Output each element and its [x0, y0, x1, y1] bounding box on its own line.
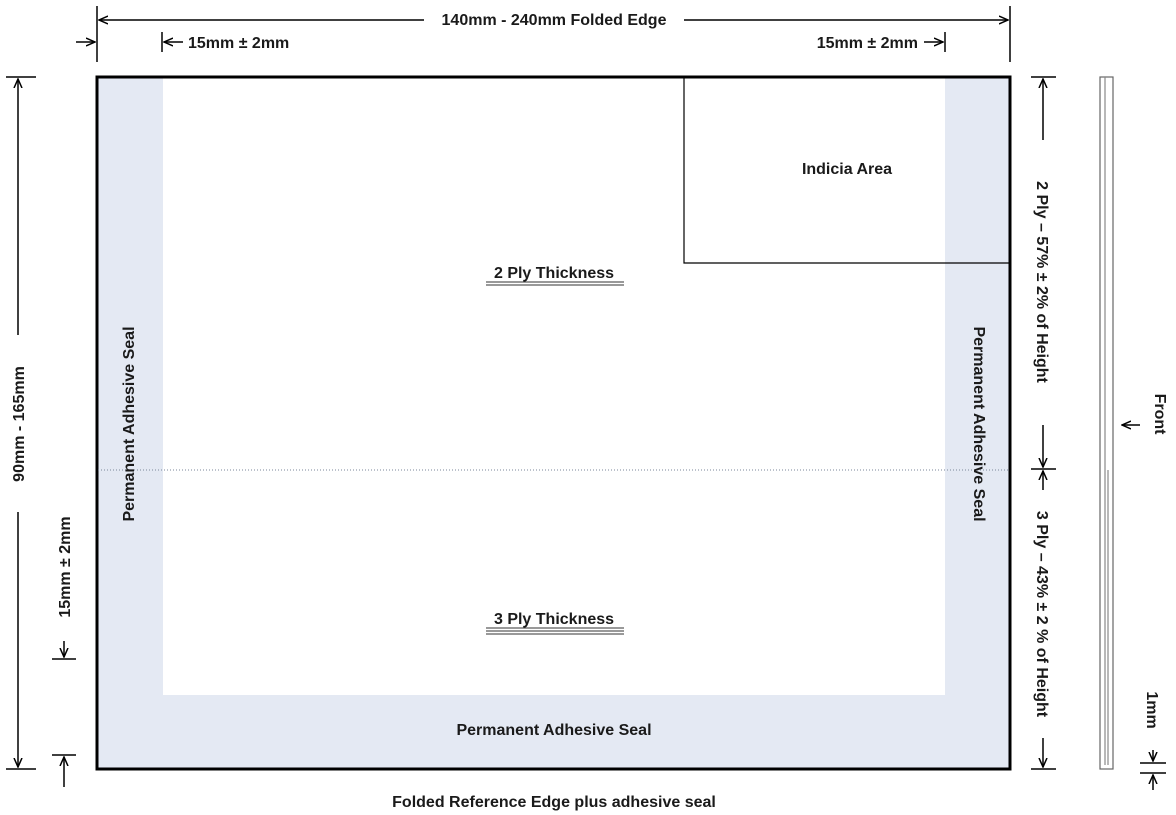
two-ply-underline: [486, 281, 624, 286]
right-seal-label: Permanent Adhesive Seal: [970, 326, 987, 521]
right-seal-area: [945, 78, 1009, 768]
three-ply-underline: [486, 627, 624, 635]
height-dimension: [6, 76, 36, 770]
indicia-area-label: Indicia Area: [802, 161, 892, 178]
ply-height-dimensions: [1031, 76, 1056, 770]
indicia-area-box: [683, 78, 1009, 264]
left-seal-area: [98, 78, 163, 768]
height-label: 90mm - 165mm: [11, 366, 28, 482]
two-ply-thickness-label: 2 Ply Thickness: [494, 265, 614, 282]
folded-reference-edge-caption: Folded Reference Edge plus adhesive seal: [392, 794, 716, 811]
thickness-label: 1mm: [1143, 691, 1160, 728]
three-ply-height-label: 3 Ply – 43% ± 2 % of Height: [1033, 511, 1050, 718]
bottom-seal-height-label: 15mm ± 2mm: [57, 516, 74, 617]
side-profile-view: [1099, 76, 1114, 770]
right-seal-width-dimension: [924, 32, 946, 52]
three-ply-thickness-label: 3 Ply Thickness: [494, 611, 614, 628]
two-ply-height-label: 2 Ply – 57% ± 2% of Height: [1033, 181, 1050, 383]
mailpiece-outline: [95, 75, 1012, 771]
bottom-seal-area: [98, 695, 1009, 768]
right-seal-width-label: 15mm ± 2mm: [817, 35, 918, 52]
left-seal-label: Permanent Adhesive Seal: [121, 326, 138, 521]
width-dimension: [96, 6, 1011, 62]
left-seal-width-label: 15mm ± 2mm: [188, 35, 289, 52]
bottom-seal-label: Permanent Adhesive Seal: [456, 722, 651, 739]
thickness-dimension: [1140, 750, 1166, 790]
folded-edge-width-label: 140mm - 240mm Folded Edge: [442, 12, 667, 29]
front-label: Front: [1151, 394, 1168, 436]
left-seal-width-dimension: [76, 32, 183, 52]
bottom-seal-height-dimension: [52, 641, 76, 787]
